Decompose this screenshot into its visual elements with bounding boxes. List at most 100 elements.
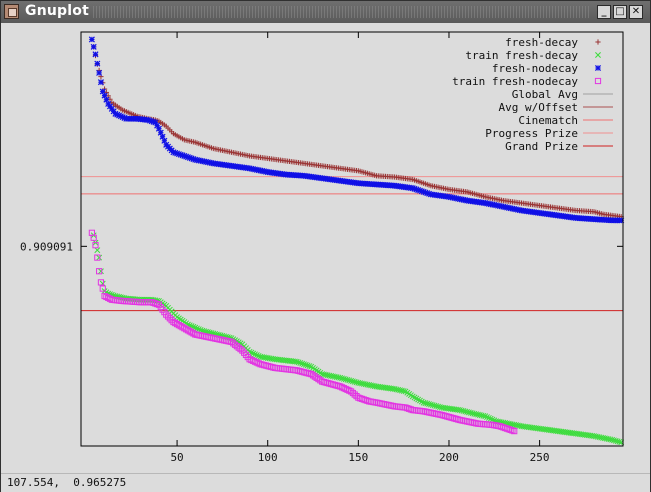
marker-stroke <box>97 279 105 286</box>
data-point <box>485 414 492 421</box>
legend-label-train-fresh-nodecay: train fresh-nodecay <box>452 75 578 88</box>
data-point <box>429 402 436 409</box>
marker-stroke <box>612 437 619 444</box>
data-point <box>197 326 204 333</box>
x-tick-label: 50 <box>170 451 183 464</box>
data-point <box>194 325 200 332</box>
marker-stroke <box>335 374 342 381</box>
marker-stroke <box>431 402 438 409</box>
data-point <box>469 410 476 417</box>
marker-stroke <box>301 361 307 368</box>
close-button[interactable]: ✕ <box>629 5 643 19</box>
maximize-button[interactable]: □ <box>613 5 627 19</box>
marker-stroke <box>595 52 601 58</box>
data-point <box>509 427 516 434</box>
data-point <box>348 377 355 384</box>
marker-stroke <box>346 377 353 384</box>
marker-stroke <box>607 436 614 443</box>
data-point <box>302 361 309 368</box>
marker-stroke <box>96 254 103 261</box>
marker-stroke <box>435 403 442 410</box>
plot-background <box>1 23 650 473</box>
marker-stroke <box>344 386 351 393</box>
series-fresh-nodecay <box>88 36 625 224</box>
marker-stroke <box>92 242 99 249</box>
marker-stroke <box>163 311 170 318</box>
marker-stroke <box>458 407 465 414</box>
marker-stroke <box>339 375 345 382</box>
y-tick-label: 0.909091 <box>20 240 73 253</box>
data-point <box>424 400 431 407</box>
data-point <box>94 254 101 261</box>
data-point <box>489 416 496 423</box>
marker-stroke <box>299 360 306 367</box>
marker-stroke <box>609 436 616 443</box>
legend-label-global-avg: Global Avg <box>512 88 578 101</box>
marker-stroke <box>482 413 489 420</box>
marker-stroke <box>157 129 164 136</box>
data-point <box>253 352 260 359</box>
marker-stroke <box>616 438 623 445</box>
data-point <box>306 363 313 370</box>
data-point <box>166 315 173 322</box>
title-bar-grip <box>93 6 591 18</box>
marker-stroke <box>349 378 356 385</box>
marker-stroke <box>233 338 240 345</box>
data-point <box>237 346 244 353</box>
marker-stroke <box>484 414 491 421</box>
data-point <box>426 401 432 408</box>
marker-stroke <box>614 438 621 445</box>
data-point <box>164 313 172 320</box>
marker-stroke <box>255 352 262 359</box>
marker-stroke <box>411 394 418 401</box>
data-point <box>351 378 358 385</box>
status-bar: 107.554, 0.965275 <box>1 473 650 492</box>
x-tick-label: 150 <box>348 451 368 464</box>
maximize-icon: □ <box>615 6 625 17</box>
marker-stroke <box>99 285 106 292</box>
data-point <box>94 60 101 67</box>
data-point <box>339 375 345 382</box>
data-point <box>607 436 614 443</box>
marker-stroke <box>237 346 244 353</box>
data-series <box>88 36 625 446</box>
data-point <box>460 408 467 414</box>
marker-stroke <box>194 325 200 332</box>
legend-label-cinematch: Cinematch <box>518 114 578 127</box>
title-bar[interactable]: Gnuplot _ □ ✕ <box>1 1 650 24</box>
marker-stroke <box>485 414 492 421</box>
data-point <box>252 351 258 358</box>
marker-stroke <box>429 402 436 409</box>
marker-stroke <box>469 410 476 417</box>
marker-stroke <box>340 375 347 382</box>
data-point <box>431 402 438 409</box>
data-point <box>456 407 463 414</box>
marker-stroke <box>467 409 474 416</box>
close-icon: ✕ <box>631 6 641 17</box>
data-point <box>435 403 442 410</box>
marker-stroke <box>306 363 313 370</box>
marker-stroke <box>101 92 108 99</box>
minimize-button[interactable]: _ <box>597 5 611 19</box>
marker-stroke <box>154 122 161 129</box>
data-point <box>344 386 351 393</box>
marker-stroke <box>344 376 351 383</box>
marker-stroke <box>337 374 344 381</box>
data-point <box>295 359 302 366</box>
data-point <box>163 311 170 318</box>
data-point <box>88 36 95 43</box>
marker-stroke <box>415 396 422 403</box>
data-point <box>335 374 342 381</box>
data-point <box>304 362 311 369</box>
data-point <box>612 437 619 444</box>
data-point <box>433 403 440 410</box>
marker-stroke <box>246 348 253 355</box>
marker-stroke <box>511 428 518 435</box>
data-point <box>511 428 518 435</box>
marker-stroke <box>509 427 516 434</box>
window-menu-icon[interactable] <box>4 4 19 19</box>
marker-stroke <box>413 395 420 402</box>
